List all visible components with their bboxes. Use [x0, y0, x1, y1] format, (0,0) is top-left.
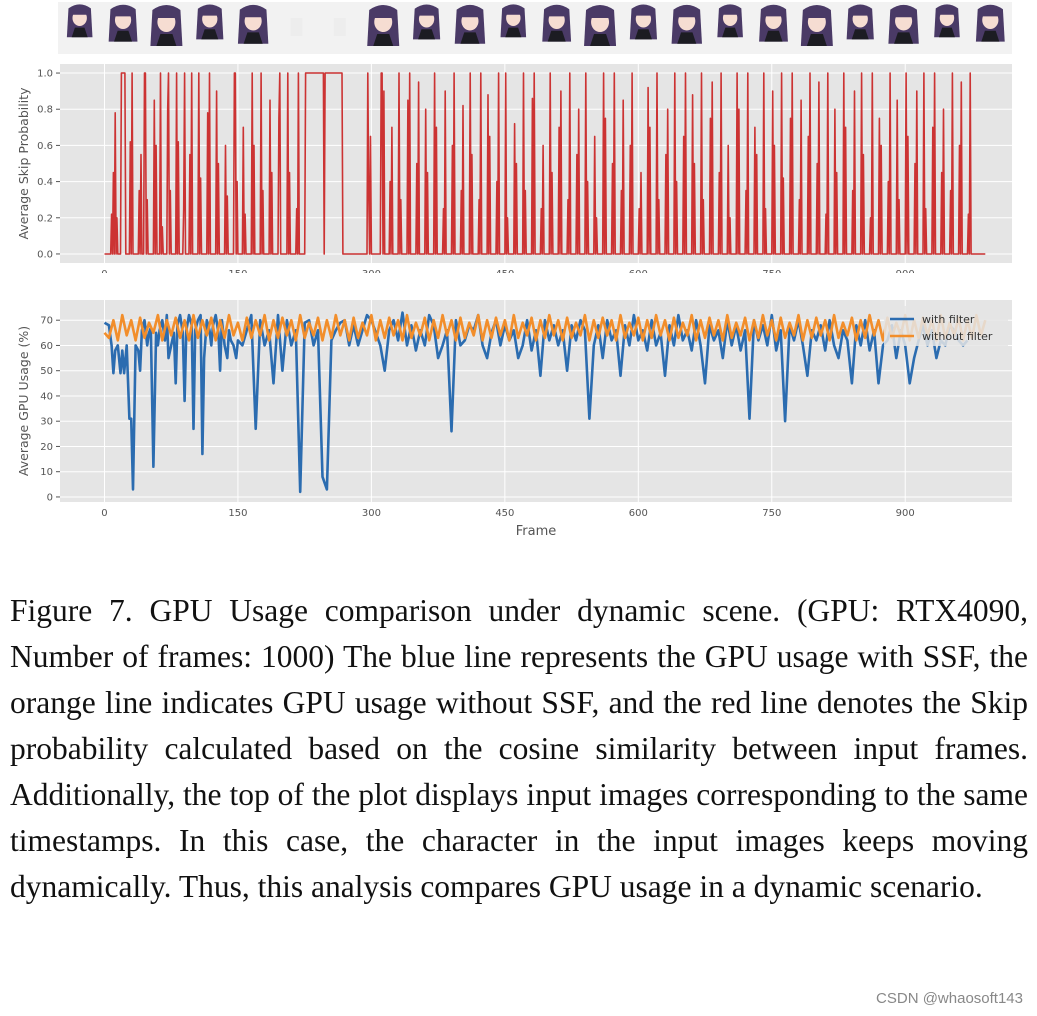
- character-figure: [846, 4, 874, 40]
- y-tick-label: 60: [40, 341, 53, 352]
- character-figure: [759, 4, 788, 42]
- input-frame-thumbnail: [196, 4, 224, 40]
- x-tick-label: 900: [896, 269, 915, 273]
- skip-probability-chart: 0 150 300 450 600 750 900 0.0 0.2 0.4 0.6 0.8 1.0 Ave…: [16, 64, 1012, 273]
- character-figure: [454, 4, 486, 44]
- input-frame-thumbnail: [888, 4, 919, 44]
- input-frame-thumbnail: [367, 5, 400, 46]
- character-figure: [584, 5, 617, 46]
- input-frame-thumbnail: [542, 4, 572, 42]
- character-figure: [150, 5, 183, 46]
- blank-frame: [333, 18, 346, 36]
- input-frame-thumbnail: [846, 4, 874, 40]
- y-tick-label: 40: [40, 391, 53, 402]
- y-axis-label: Average Skip Probability: [16, 87, 31, 240]
- input-frame-thumbnail: [290, 18, 303, 36]
- x-tick-label: 150: [228, 508, 247, 519]
- character-figure: [800, 5, 833, 46]
- y-tick-label: 50: [40, 366, 53, 377]
- input-frame-thumbnail: [150, 5, 183, 46]
- blank-frame: [290, 18, 303, 36]
- y-tick-label: 1.0: [37, 69, 53, 80]
- input-frame-thumbnail: [237, 4, 269, 44]
- character-figure: [975, 4, 1005, 42]
- series-line: [104, 72, 986, 255]
- x-tick-label: 600: [629, 508, 648, 519]
- legend-box: [884, 306, 1008, 346]
- input-frame-thumbnail: [584, 5, 617, 46]
- y-tick-label: 0.2: [37, 213, 53, 224]
- x-tick-label: 750: [762, 508, 781, 519]
- y-tick-label: 70: [40, 316, 53, 327]
- y-tick-label: 0.4: [37, 177, 53, 188]
- x-tick-label: 300: [362, 508, 381, 519]
- x-tick-label: 750: [762, 269, 781, 273]
- y-tick-label: 0.0: [37, 249, 53, 260]
- character-figure: [196, 4, 224, 40]
- character-figure: [934, 4, 960, 38]
- character-figure: [412, 4, 441, 40]
- x-axis-label: Frame: [516, 524, 557, 539]
- legend-label: with filter: [922, 313, 975, 326]
- y-tick-label: 0.8: [37, 105, 53, 116]
- input-frame-thumbnail: [108, 4, 138, 42]
- input-frame-thumbnail: [934, 4, 960, 38]
- figure-caption: Figure 7. GPU Usage comparison under dyn…: [10, 593, 1028, 904]
- character-figure: [367, 5, 400, 46]
- input-frame-thumbnail: [500, 4, 527, 38]
- x-tick-label: 450: [495, 269, 514, 273]
- input-frame-thumbnail: [800, 5, 833, 46]
- input-frame-thumbnail: [454, 4, 486, 44]
- x-tick-label: 600: [629, 269, 648, 273]
- character-figure: [671, 4, 702, 44]
- gpu-usage-chart: 0 150 300 450 600 750 900 0 10 20 30 40 50 60 70 Averag…: [16, 300, 1012, 539]
- input-frame-strip: [58, 2, 1012, 54]
- x-tick-label: 450: [495, 508, 514, 519]
- input-frame-thumbnail: [333, 18, 346, 36]
- x-tick-label: 300: [362, 269, 381, 273]
- input-frame-thumbnail: [975, 4, 1005, 42]
- x-tick-label: 150: [228, 269, 247, 273]
- series-line: [103, 313, 987, 342]
- character-figure: [717, 4, 743, 38]
- input-frame-thumbnail: [629, 4, 658, 40]
- legend: with filter without filter: [884, 306, 1008, 346]
- x-tick-label: 0: [101, 508, 107, 519]
- x-tick-label: 0: [101, 269, 107, 273]
- character-figure: [542, 4, 572, 42]
- character-figure: [108, 4, 138, 42]
- character-figure: [500, 4, 527, 38]
- y-tick-label: 0: [47, 492, 53, 503]
- y-tick-label: 0.6: [37, 141, 53, 152]
- y-tick-label: 30: [40, 417, 53, 428]
- input-frame-thumbnail: [66, 4, 93, 38]
- watermark: CSDN @whaosoft143: [876, 990, 1023, 1007]
- character-figure: [66, 4, 93, 38]
- input-frame-thumbnail: [412, 4, 441, 40]
- input-frame-thumbnail: [671, 4, 702, 44]
- character-figure: [237, 4, 269, 44]
- y-tick-label: 10: [40, 467, 53, 478]
- input-frame-thumbnail: [759, 4, 788, 42]
- input-frame-thumbnail: [717, 4, 743, 38]
- y-tick-label: 20: [40, 442, 53, 453]
- legend-label: without filter: [922, 330, 993, 343]
- plot-area: [60, 64, 1012, 263]
- x-tick-label: 900: [896, 508, 915, 519]
- character-figure: [888, 4, 919, 44]
- character-figure: [629, 4, 658, 40]
- y-axis-label: Average GPU Usage (%): [16, 326, 31, 476]
